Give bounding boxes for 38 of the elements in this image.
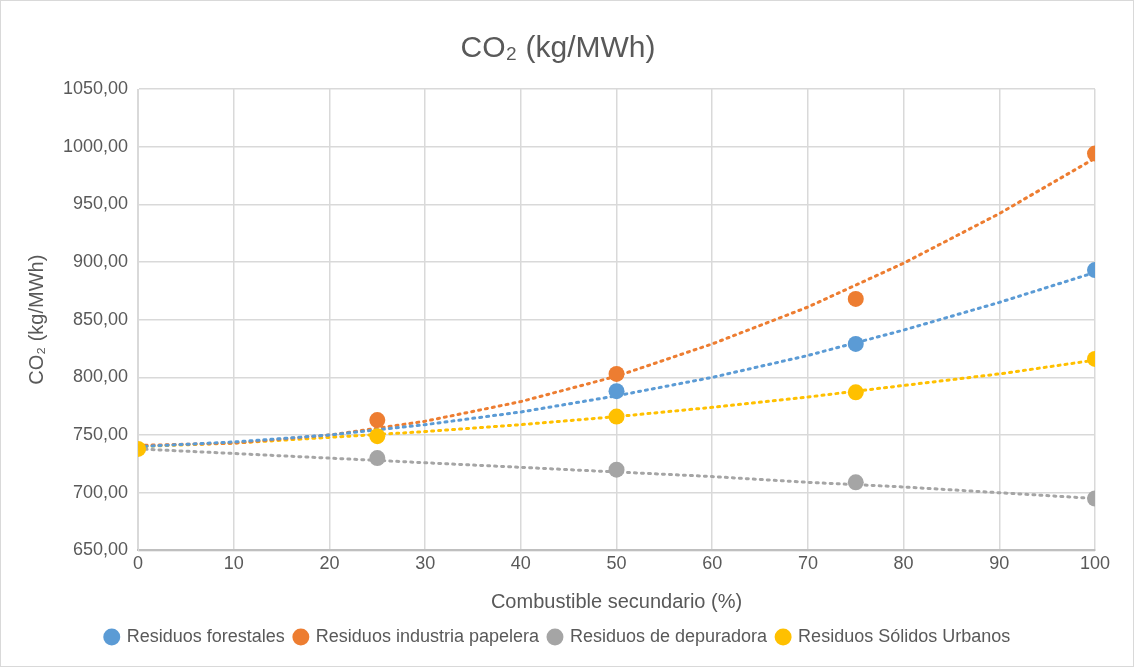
chart-title: CO₂ (kg/MWh) [460,30,656,64]
y-tick-label: 700,00 [73,481,129,502]
y-tick-label: 750,00 [73,424,129,445]
x-tick-label: 40 [510,553,531,574]
point [369,450,386,467]
point [847,384,864,401]
y-tick-label: 1050,00 [62,77,129,98]
x-tick-label: 100 [1079,553,1111,574]
y-tick-label: 950,00 [73,193,129,214]
x-tick-label: 0 [133,553,144,574]
y-tick-label: 1000,00 [62,135,129,156]
legend-label: Residuos de depuradora [569,625,769,646]
x-axis-title: Combustible secundario (%) [490,589,743,612]
x-tick-label: 70 [797,553,818,574]
x-tick-label: 20 [319,553,340,574]
y-tick-label: 850,00 [73,308,129,329]
x-tick-label: 60 [702,553,723,574]
y-tick-label: 900,00 [73,250,129,271]
legend-label: Residuos industria papelera [315,625,540,646]
point [847,474,864,491]
x-tick-label: 50 [606,553,627,574]
point [369,412,386,429]
point [608,383,625,400]
legend-label: Residuos forestales [126,625,285,646]
x-tick-label: 30 [415,553,436,574]
point [608,408,625,425]
point [608,461,625,478]
point [847,335,864,352]
x-tick-label: 10 [223,553,244,574]
point [847,290,864,307]
y-tick-label: 650,00 [73,539,129,560]
x-tick-label: 80 [893,553,914,574]
legend-label: Residuos Sólidos Urbanos [798,625,1011,646]
x-tick-label: 90 [989,553,1010,574]
y-tick-label: 800,00 [73,366,129,387]
point [369,428,386,445]
point [608,365,625,382]
y-axis-title: CO₂ (kg/MWh) [24,254,47,385]
